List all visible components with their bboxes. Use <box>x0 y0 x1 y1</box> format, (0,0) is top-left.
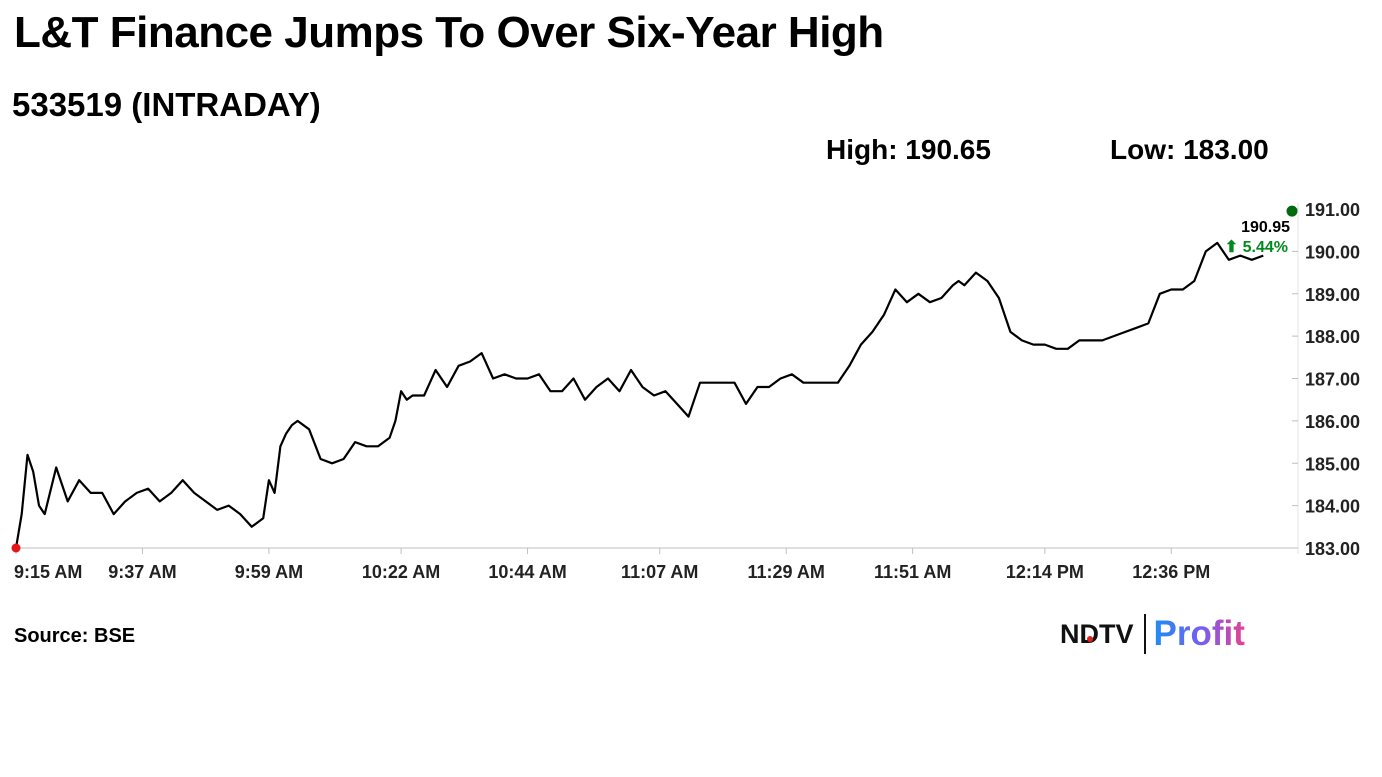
end-price-marker <box>1286 205 1298 217</box>
y-tick-label: 190.00 <box>1305 242 1360 262</box>
x-tick-label: 9:15 AM <box>14 562 82 582</box>
source-label: Source: BSE <box>14 625 136 647</box>
y-tick-label: 191.00 <box>1305 200 1360 220</box>
y-tick-label: 184.00 <box>1305 497 1360 517</box>
y-tick-label: 183.00 <box>1305 539 1360 559</box>
x-tick-label: 12:14 PM <box>1006 562 1084 582</box>
y-tick-label: 187.00 <box>1305 370 1360 390</box>
logo-ndtv-text: NDTV <box>1060 619 1134 650</box>
y-tick-label: 188.00 <box>1305 327 1360 347</box>
chart-title: L&T Finance Jumps To Over Six-Year High <box>14 8 884 57</box>
low-price-label: Low: 183.00 <box>1110 134 1269 165</box>
x-axis-ticks: 9:15 AM 9:37 AM 9:59 AM 10:22 AM 10:44 AM 11:… <box>14 548 1210 582</box>
x-tick-label: 12:36 PM <box>1132 562 1210 582</box>
logo-profit-text: Profit <box>1153 614 1245 653</box>
price-change-label: ⬆ 5.44% <box>1225 239 1288 256</box>
logo-ndtv-word: NDTV <box>1060 618 1134 649</box>
intraday-line-chart: 9:15 AM 9:37 AM 9:59 AM 10:22 AM 10:44 AM 11:… <box>11 200 1360 582</box>
x-tick-label: 9:37 AM <box>108 562 176 582</box>
x-tick-label: 9:59 AM <box>235 562 303 582</box>
x-tick-label: 11:29 AM <box>748 562 825 582</box>
x-tick-label: 10:44 AM <box>488 562 566 582</box>
x-tick-label: 10:22 AM <box>362 562 440 582</box>
axis-layer <box>16 203 1299 554</box>
y-tick-label: 186.00 <box>1305 412 1360 432</box>
price-series-line <box>14 241 1264 549</box>
last-price-label: 190.95 <box>1241 219 1290 236</box>
ndtv-profit-logo: NDTV Profit <box>1060 612 1245 656</box>
y-axis-ticks: 191.00 190.00 189.00 188.00 187.00 186.00 185.… <box>1292 200 1360 559</box>
y-tick-label: 185.00 <box>1305 454 1360 474</box>
chart-subtitle: 533519 (INTRADAY) <box>12 86 321 123</box>
logo-red-dot <box>1087 635 1093 642</box>
start-price-marker <box>11 543 21 553</box>
x-tick-label: 11:07 AM <box>621 562 698 582</box>
logo-divider <box>1143 614 1146 654</box>
x-tick-label: 11:51 AM <box>874 562 951 582</box>
y-tick-label: 189.00 <box>1305 285 1360 305</box>
high-price-label: High: 190.65 <box>826 134 991 165</box>
